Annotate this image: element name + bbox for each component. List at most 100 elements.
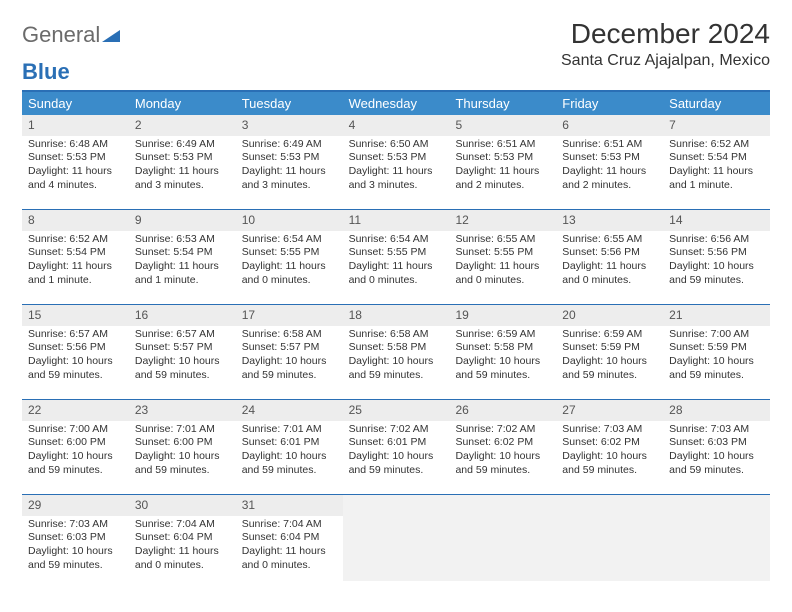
sunset-text: Sunset: 5:56 PM (562, 246, 657, 260)
day-body: Sunrise: 6:55 AMSunset: 5:55 PMDaylight:… (449, 231, 556, 292)
sunset-text: Sunset: 6:04 PM (135, 531, 230, 545)
daylight-text: Daylight: 11 hours and 4 minutes. (28, 165, 123, 192)
day-number: 1 (22, 115, 129, 136)
sunrise-text: Sunrise: 6:57 AM (135, 328, 230, 342)
sunset-text: Sunset: 5:57 PM (242, 341, 337, 355)
day-body: Sunrise: 7:03 AMSunset: 6:02 PMDaylight:… (556, 421, 663, 482)
sunrise-text: Sunrise: 6:52 AM (28, 233, 123, 247)
sunrise-text: Sunrise: 6:49 AM (135, 138, 230, 152)
daylight-text: Daylight: 11 hours and 3 minutes. (135, 165, 230, 192)
day-body: Sunrise: 6:52 AMSunset: 5:54 PMDaylight:… (22, 231, 129, 292)
day-cell: 16Sunrise: 6:57 AMSunset: 5:57 PMDayligh… (129, 305, 236, 391)
daylight-text: Daylight: 11 hours and 0 minutes. (242, 260, 337, 287)
sunrise-text: Sunrise: 6:54 AM (242, 233, 337, 247)
day-body: Sunrise: 6:52 AMSunset: 5:54 PMDaylight:… (663, 136, 770, 197)
day-cell: 24Sunrise: 7:01 AMSunset: 6:01 PMDayligh… (236, 400, 343, 486)
sunrise-text: Sunrise: 6:59 AM (455, 328, 550, 342)
logo: General Blue (22, 18, 120, 84)
day-body: Sunrise: 6:56 AMSunset: 5:56 PMDaylight:… (663, 231, 770, 292)
logo-triangle-icon (102, 29, 120, 47)
day-cell: 17Sunrise: 6:58 AMSunset: 5:57 PMDayligh… (236, 305, 343, 391)
day-number: 17 (236, 305, 343, 326)
day-body: Sunrise: 6:58 AMSunset: 5:57 PMDaylight:… (236, 326, 343, 387)
sunset-text: Sunset: 6:03 PM (669, 436, 764, 450)
day-cell: 13Sunrise: 6:55 AMSunset: 5:56 PMDayligh… (556, 210, 663, 296)
day-number: 19 (449, 305, 556, 326)
sunset-text: Sunset: 5:58 PM (455, 341, 550, 355)
day-number: 30 (129, 495, 236, 516)
day-cell: 9Sunrise: 6:53 AMSunset: 5:54 PMDaylight… (129, 210, 236, 296)
day-number: 7 (663, 115, 770, 136)
day-body: Sunrise: 7:01 AMSunset: 6:00 PMDaylight:… (129, 421, 236, 482)
daylight-text: Daylight: 11 hours and 1 minute. (135, 260, 230, 287)
day-body: Sunrise: 6:54 AMSunset: 5:55 PMDaylight:… (343, 231, 450, 292)
day-body: Sunrise: 7:04 AMSunset: 6:04 PMDaylight:… (129, 516, 236, 577)
day-body: Sunrise: 7:03 AMSunset: 6:03 PMDaylight:… (22, 516, 129, 577)
day-body: Sunrise: 6:51 AMSunset: 5:53 PMDaylight:… (556, 136, 663, 197)
daylight-text: Daylight: 11 hours and 0 minutes. (349, 260, 444, 287)
daylight-text: Daylight: 10 hours and 59 minutes. (455, 355, 550, 382)
day-cell: 12Sunrise: 6:55 AMSunset: 5:55 PMDayligh… (449, 210, 556, 296)
week-row: 29Sunrise: 7:03 AMSunset: 6:03 PMDayligh… (22, 494, 770, 581)
logo-text-blue: Blue (22, 59, 70, 84)
calendar-page: General Blue December 2024 Santa Cruz Aj… (0, 0, 792, 581)
day-number: 13 (556, 210, 663, 231)
day-cell: 22Sunrise: 7:00 AMSunset: 6:00 PMDayligh… (22, 400, 129, 486)
day-number: 20 (556, 305, 663, 326)
sunrise-text: Sunrise: 7:04 AM (135, 518, 230, 532)
sunset-text: Sunset: 6:00 PM (135, 436, 230, 450)
day-cell: 4Sunrise: 6:50 AMSunset: 5:53 PMDaylight… (343, 115, 450, 201)
day-cell: 26Sunrise: 7:02 AMSunset: 6:02 PMDayligh… (449, 400, 556, 486)
daylight-text: Daylight: 11 hours and 0 minutes. (455, 260, 550, 287)
day-body: Sunrise: 6:48 AMSunset: 5:53 PMDaylight:… (22, 136, 129, 197)
day-cell: 28Sunrise: 7:03 AMSunset: 6:03 PMDayligh… (663, 400, 770, 486)
sunset-text: Sunset: 5:56 PM (28, 341, 123, 355)
sunrise-text: Sunrise: 7:02 AM (455, 423, 550, 437)
sunrise-text: Sunrise: 6:58 AM (242, 328, 337, 342)
sunset-text: Sunset: 5:54 PM (28, 246, 123, 260)
month-title: December 2024 (561, 18, 770, 50)
sunset-text: Sunset: 5:55 PM (455, 246, 550, 260)
sunset-text: Sunset: 5:55 PM (242, 246, 337, 260)
day-body: Sunrise: 6:51 AMSunset: 5:53 PMDaylight:… (449, 136, 556, 197)
day-header-thursday: Thursday (449, 92, 556, 115)
sunset-text: Sunset: 6:04 PM (242, 531, 337, 545)
day-number: 29 (22, 495, 129, 516)
week-row: 8Sunrise: 6:52 AMSunset: 5:54 PMDaylight… (22, 209, 770, 296)
logo-text-gray: General (22, 22, 100, 47)
sunrise-text: Sunrise: 7:00 AM (669, 328, 764, 342)
logo-text-block: General Blue (22, 24, 120, 84)
sunset-text: Sunset: 5:53 PM (135, 151, 230, 165)
sunset-text: Sunset: 6:00 PM (28, 436, 123, 450)
calendar-grid: SundayMondayTuesdayWednesdayThursdayFrid… (22, 90, 770, 581)
page-header: General Blue December 2024 Santa Cruz Aj… (22, 18, 770, 84)
day-number: 3 (236, 115, 343, 136)
daylight-text: Daylight: 11 hours and 2 minutes. (562, 165, 657, 192)
sunrise-text: Sunrise: 7:03 AM (562, 423, 657, 437)
daylight-text: Daylight: 11 hours and 3 minutes. (349, 165, 444, 192)
day-number: 4 (343, 115, 450, 136)
sunrise-text: Sunrise: 7:00 AM (28, 423, 123, 437)
daylight-text: Daylight: 10 hours and 59 minutes. (135, 355, 230, 382)
day-number: 24 (236, 400, 343, 421)
day-cell: 6Sunrise: 6:51 AMSunset: 5:53 PMDaylight… (556, 115, 663, 201)
sunrise-text: Sunrise: 7:03 AM (669, 423, 764, 437)
day-body: Sunrise: 6:49 AMSunset: 5:53 PMDaylight:… (236, 136, 343, 197)
day-body: Sunrise: 6:57 AMSunset: 5:56 PMDaylight:… (22, 326, 129, 387)
day-body: Sunrise: 7:02 AMSunset: 6:02 PMDaylight:… (449, 421, 556, 482)
day-cell: 2Sunrise: 6:49 AMSunset: 5:53 PMDaylight… (129, 115, 236, 201)
day-cell: 14Sunrise: 6:56 AMSunset: 5:56 PMDayligh… (663, 210, 770, 296)
sunset-text: Sunset: 5:56 PM (669, 246, 764, 260)
day-body: Sunrise: 7:01 AMSunset: 6:01 PMDaylight:… (236, 421, 343, 482)
day-number: 18 (343, 305, 450, 326)
day-body: Sunrise: 7:04 AMSunset: 6:04 PMDaylight:… (236, 516, 343, 577)
day-number: 23 (129, 400, 236, 421)
week-row: 15Sunrise: 6:57 AMSunset: 5:56 PMDayligh… (22, 304, 770, 391)
day-cell: 20Sunrise: 6:59 AMSunset: 5:59 PMDayligh… (556, 305, 663, 391)
daylight-text: Daylight: 10 hours and 59 minutes. (562, 450, 657, 477)
day-cell: 3Sunrise: 6:49 AMSunset: 5:53 PMDaylight… (236, 115, 343, 201)
sunrise-text: Sunrise: 6:56 AM (669, 233, 764, 247)
sunset-text: Sunset: 6:02 PM (562, 436, 657, 450)
day-header-saturday: Saturday (663, 92, 770, 115)
day-number: 25 (343, 400, 450, 421)
